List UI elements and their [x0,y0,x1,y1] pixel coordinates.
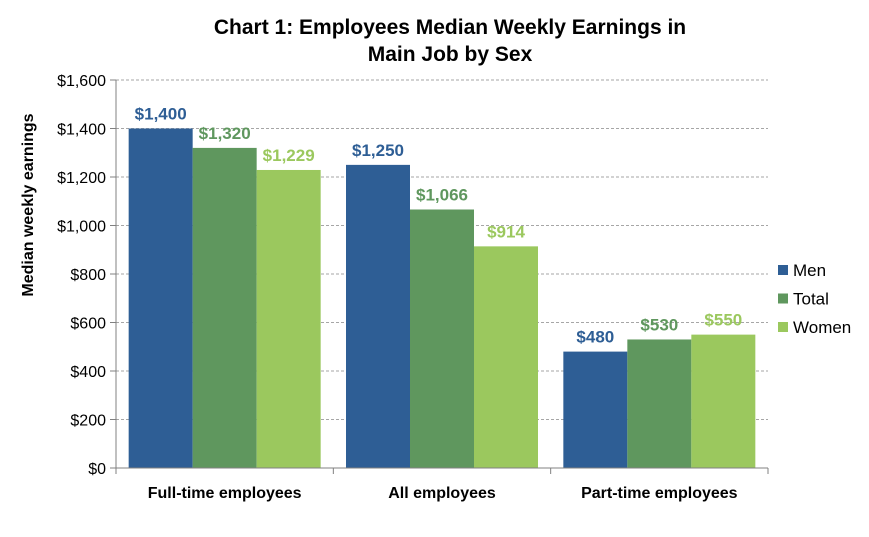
data-label: $1,066 [416,185,468,204]
legend-label: Men [793,261,826,280]
data-label: $1,229 [263,146,315,165]
bar-women [691,334,756,468]
y-tick-label: $800 [70,267,106,284]
data-label: $914 [487,222,525,241]
y-tick-label: $1,000 [57,219,106,236]
y-tick-label: $0 [88,461,106,478]
x-tick-label: Full-time employees [148,485,302,502]
data-label: $1,250 [352,141,404,160]
data-label: $1,320 [199,124,251,143]
chart-title-line2: Main Job by Sex [368,43,533,66]
y-tick-label: $1,600 [57,73,106,90]
bar-total [192,147,257,468]
y-tick-label: $1,200 [57,170,106,187]
bar-total [410,209,474,468]
y-tick-label: $400 [70,364,106,381]
bar-men [563,351,628,468]
y-tick-label: $200 [70,413,106,430]
bar-men [346,164,410,468]
bar-women [256,169,321,468]
bar-total [627,339,692,468]
bar-men [128,128,193,468]
legend-label: Women [793,318,851,337]
legend-swatch-women [778,322,788,332]
data-label: $530 [640,315,678,334]
y-axis-label: Median weekly earnings [20,113,37,296]
data-label: $480 [576,328,614,347]
data-label: $1,400 [135,105,187,124]
x-tick-label: All employees [388,485,496,502]
legend-label: Total [793,290,829,309]
legend-swatch-total [778,293,788,304]
y-tick-label: $1,400 [57,122,106,139]
data-label: $550 [704,311,742,330]
x-tick-label: Part-time employees [581,485,738,502]
bar-women [474,246,538,468]
legend-swatch-men [778,265,788,275]
y-tick-label: $600 [70,316,106,333]
chart-title-line1: Chart 1: Employees Median Weekly Earning… [214,16,686,39]
